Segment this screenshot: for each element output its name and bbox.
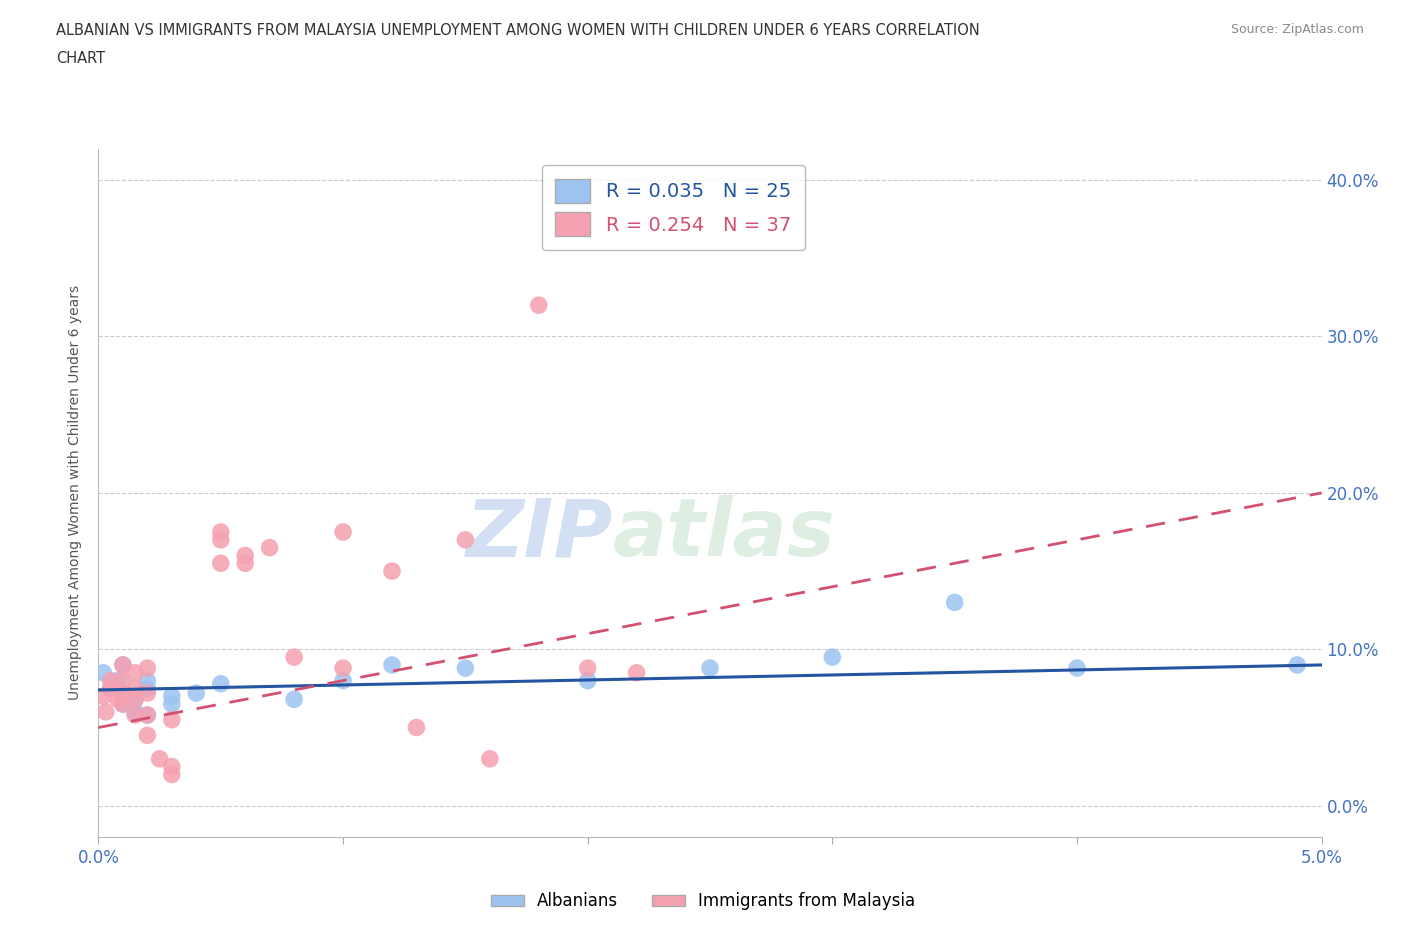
Point <box>136 660 159 675</box>
Point <box>91 689 114 704</box>
Point <box>209 676 232 691</box>
Point <box>626 665 648 680</box>
Point <box>111 658 134 672</box>
Point <box>699 660 721 675</box>
Point <box>381 658 404 672</box>
Point <box>332 660 354 675</box>
Text: atlas: atlas <box>612 495 835 573</box>
Point <box>111 697 134 711</box>
Legend: R = 0.035   N = 25, R = 0.254   N = 37: R = 0.035 N = 25, R = 0.254 N = 37 <box>541 166 804 250</box>
Point <box>136 708 159 723</box>
Point <box>124 681 146 696</box>
Point <box>233 548 256 563</box>
Point <box>1286 658 1309 672</box>
Point <box>107 692 129 707</box>
Point <box>100 681 122 696</box>
Point <box>233 556 256 571</box>
Point <box>136 728 159 743</box>
Point <box>454 660 477 675</box>
Text: CHART: CHART <box>56 51 105 66</box>
Point <box>381 564 404 578</box>
Point <box>527 298 550 312</box>
Point <box>283 650 305 665</box>
Point <box>111 685 134 700</box>
Point <box>136 673 159 688</box>
Point <box>149 751 172 766</box>
Point <box>160 767 183 782</box>
Point <box>124 692 146 707</box>
Point <box>160 697 183 711</box>
Text: ALBANIAN VS IMMIGRANTS FROM MALAYSIA UNEMPLOYMENT AMONG WOMEN WITH CHILDREN UNDE: ALBANIAN VS IMMIGRANTS FROM MALAYSIA UNE… <box>56 23 980 38</box>
Point <box>332 525 354 539</box>
Point <box>943 595 966 610</box>
Point <box>124 704 146 719</box>
Point <box>478 751 501 766</box>
Point <box>124 665 146 680</box>
Point <box>454 532 477 547</box>
Point <box>160 759 183 774</box>
Text: Source: ZipAtlas.com: Source: ZipAtlas.com <box>1230 23 1364 36</box>
Point <box>136 708 159 723</box>
Y-axis label: Unemployment Among Women with Children Under 6 years: Unemployment Among Women with Children U… <box>69 286 83 700</box>
Point <box>209 556 232 571</box>
Point <box>94 704 117 719</box>
Point <box>209 532 232 547</box>
Point <box>283 692 305 707</box>
Point <box>124 708 146 723</box>
Point <box>111 697 134 711</box>
Point <box>160 689 183 704</box>
Text: ZIP: ZIP <box>465 495 612 573</box>
Point <box>91 665 114 680</box>
Point <box>186 685 208 700</box>
Point <box>821 650 844 665</box>
Point <box>209 525 232 539</box>
Point <box>136 685 159 700</box>
Point <box>576 673 599 688</box>
Point <box>111 673 134 688</box>
Point <box>124 692 146 707</box>
Point <box>100 681 122 696</box>
Point <box>111 658 134 672</box>
Point <box>111 685 134 700</box>
Point <box>576 660 599 675</box>
Point <box>332 673 354 688</box>
Point <box>259 540 281 555</box>
Point <box>405 720 427 735</box>
Legend: Albanians, Immigrants from Malaysia: Albanians, Immigrants from Malaysia <box>484 885 922 917</box>
Point <box>1066 660 1088 675</box>
Point <box>160 712 183 727</box>
Point <box>100 673 122 688</box>
Point <box>136 681 159 696</box>
Point <box>107 673 129 688</box>
